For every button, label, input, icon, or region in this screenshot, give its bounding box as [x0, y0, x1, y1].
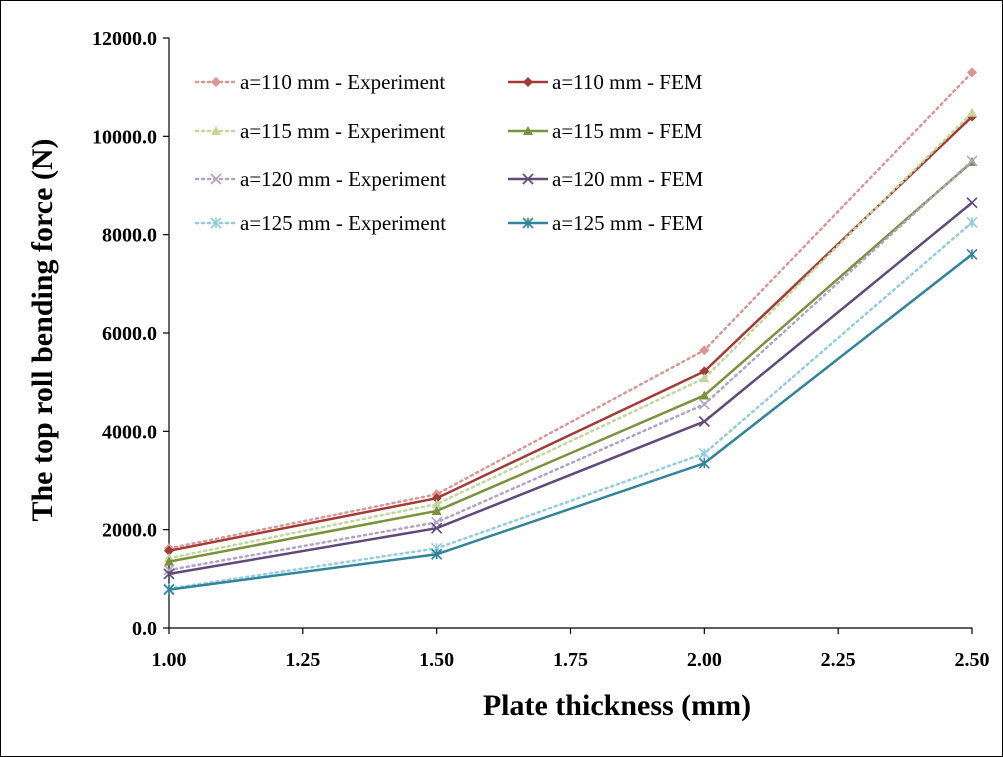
legend-label: a=115 mm - Experiment [240, 119, 445, 143]
data-point [698, 447, 710, 460]
data-point [966, 155, 978, 167]
legend-item: a=120 mm - Experiment [194, 167, 446, 191]
legend-item: a=120 mm - FEM [508, 167, 704, 191]
series-line [167, 221, 974, 590]
x-tick-label: 1.00 [152, 649, 187, 671]
data-point [699, 373, 710, 383]
legend-marker [211, 126, 221, 135]
data-point [698, 398, 710, 410]
y-tick-label: 8000.0 [102, 225, 157, 247]
x-tick-label: 2.00 [687, 649, 722, 671]
x-tick-label: 1.50 [419, 649, 454, 671]
legend-item: a=110 mm - Experiment [194, 70, 445, 94]
legend-marker [522, 173, 534, 185]
series-line [168, 160, 973, 563]
data-point [431, 522, 443, 534]
legend-label: a=115 mm - FEM [552, 119, 703, 143]
axes: 0.0 2000.0 4000.0 6000.0 8000.0 10000.0 12000.… [92, 28, 990, 671]
data-point [431, 548, 443, 560]
x-tick-label: 1.25 [285, 649, 320, 671]
series-layer [163, 67, 978, 596]
y-tick-label: 6000.0 [102, 323, 157, 345]
series-6 [163, 216, 978, 595]
series-2 [164, 107, 977, 563]
legend-item: a=115 mm - FEM [508, 119, 703, 143]
data-point [431, 493, 442, 504]
y-tick-label: 0.0 [132, 618, 157, 640]
series-line [167, 111, 974, 560]
series-line [167, 71, 974, 550]
data-point [698, 457, 710, 469]
legend-item: a=125 mm - Experiment [194, 211, 446, 235]
legend: a=110 mm - Experiment a=110 mm - FEM a=115… [194, 70, 704, 235]
data-point [163, 584, 175, 596]
series-line [167, 159, 974, 572]
x-axis-title: Plate thickness (mm) [483, 689, 751, 722]
legend-label: a=120 mm - FEM [552, 167, 704, 191]
legend-marker [522, 217, 534, 229]
x-tick-label: 1.75 [553, 649, 588, 671]
y-tick-label: 2000.0 [102, 520, 157, 542]
legend-item: a=115 mm - Experiment [194, 119, 445, 143]
data-point [967, 107, 977, 117]
y-tick-label: 12000.0 [92, 28, 157, 50]
data-point [698, 415, 710, 428]
series-4 [163, 155, 978, 576]
legend-marker [210, 217, 222, 229]
series-7 [163, 248, 978, 596]
data-point [699, 345, 710, 356]
data-point [966, 197, 978, 209]
x-tick-label: 2.50 [955, 649, 990, 671]
legend-item: a=125 mm - FEM [508, 211, 704, 235]
data-point [699, 366, 710, 377]
x-tick-label: 2.25 [821, 649, 856, 671]
data-point [164, 545, 174, 556]
legend-marker [211, 77, 221, 87]
data-point [966, 216, 978, 228]
y-tick-label: 4000.0 [102, 421, 157, 443]
legend-marker [523, 77, 533, 87]
legend-item: a=110 mm - FEM [508, 70, 703, 94]
series-line [168, 201, 973, 576]
y-axis-title: The top roll bending force (N) [26, 138, 59, 521]
data-point [163, 568, 175, 580]
data-point [967, 67, 977, 78]
data-point [966, 248, 978, 260]
legend-label: a=120 mm - Experiment [240, 167, 446, 191]
data-point [699, 390, 710, 400]
series-line [168, 253, 973, 591]
series-5 [163, 197, 978, 580]
legend-label: a=125 mm - Experiment [240, 211, 446, 235]
legend-label: a=110 mm - Experiment [240, 70, 445, 94]
legend-marker [523, 126, 533, 135]
legend-label: a=125 mm - FEM [552, 211, 704, 235]
legend-marker [210, 173, 222, 185]
data-point [431, 505, 442, 515]
y-tick-label: 10000.0 [92, 126, 157, 148]
data-point [164, 556, 174, 566]
legend-label: a=110 mm - FEM [552, 70, 703, 94]
data-point [431, 499, 442, 509]
